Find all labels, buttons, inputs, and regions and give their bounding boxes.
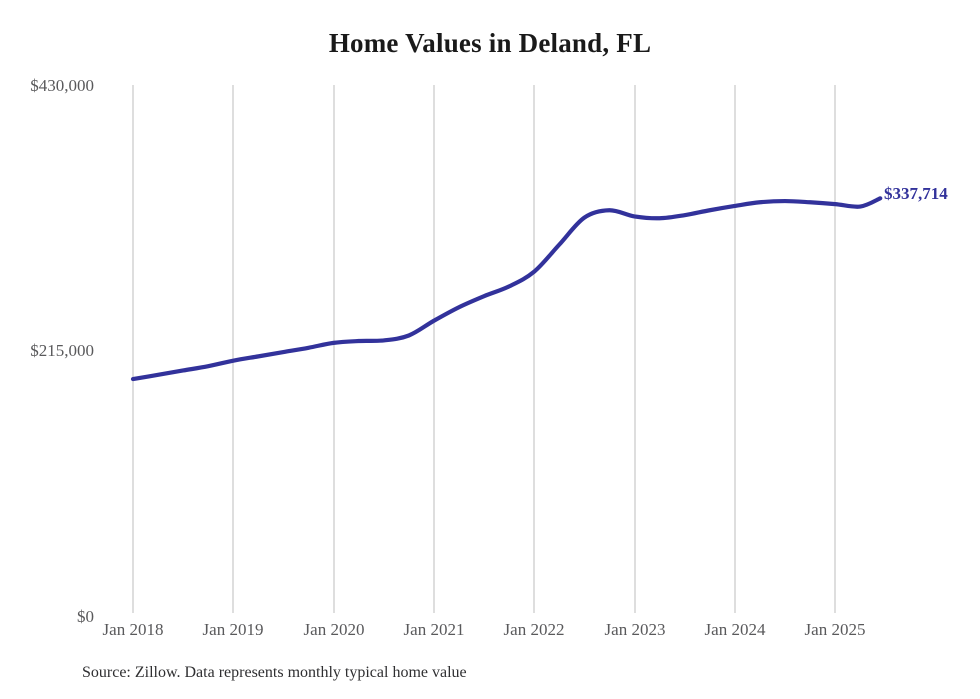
x-axis-tick-label-jan-2021: Jan 2021 bbox=[403, 620, 465, 639]
x-axis-tick-label-jan-2019: Jan 2019 bbox=[202, 620, 264, 639]
gridlines bbox=[132, 85, 836, 613]
x-axis-tick-label-jan-2022: Jan 2022 bbox=[503, 620, 565, 639]
end-value-label: $337,714 bbox=[884, 184, 948, 203]
x-axis-tick-label-jan-2018: Jan 2018 bbox=[102, 620, 164, 639]
page-title: Home Values in Deland, FL bbox=[328, 28, 652, 58]
x-axis-tick-label-jan-2023: Jan 2023 bbox=[604, 620, 666, 639]
y-axis-tick-label-bottom: $0 bbox=[77, 607, 94, 626]
x-axis-tick-label-jan-2020: Jan 2020 bbox=[303, 620, 365, 639]
x-axis-tick-label-jan-2024: Jan 2024 bbox=[704, 620, 766, 639]
source-note: Source: Zillow. Data represents monthly … bbox=[82, 664, 467, 681]
y-axis-tick-label-top: $430,000 bbox=[30, 76, 94, 95]
data-line-typical-home-value bbox=[130, 196, 883, 382]
y-axis-tick-label-mid: $215,000 bbox=[30, 341, 94, 360]
x-axis-tick-label-jan-2025: Jan 2025 bbox=[804, 620, 866, 639]
